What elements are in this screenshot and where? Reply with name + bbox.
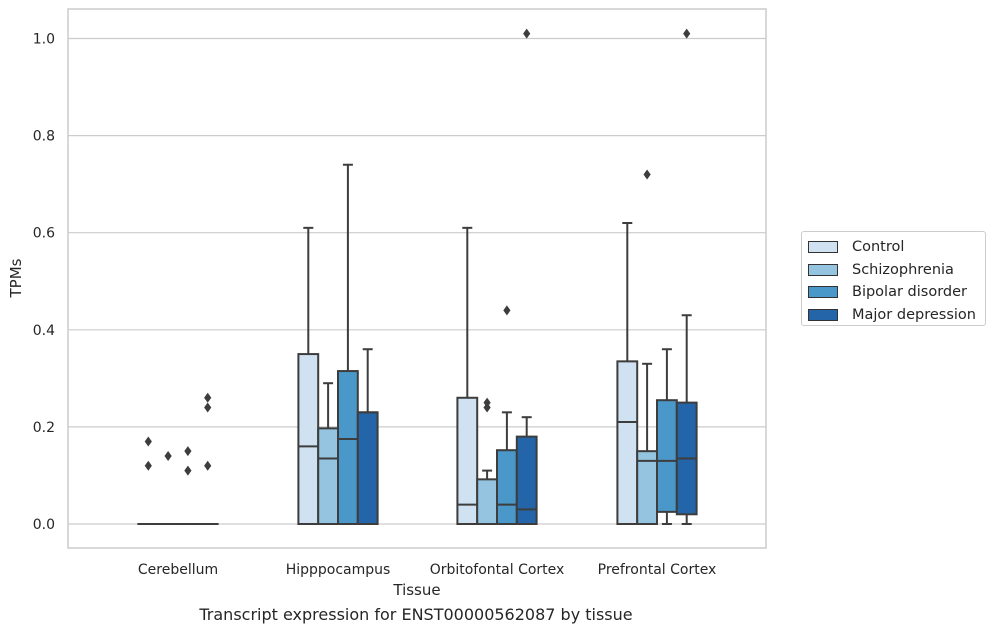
outlier-point xyxy=(144,460,152,471)
box-body xyxy=(476,478,499,526)
x-tick-label: Cerebellum xyxy=(138,562,218,578)
outlier-point xyxy=(204,392,212,403)
outlier-point xyxy=(683,28,691,39)
y-tick-label: 1.0 xyxy=(33,32,55,48)
outlier-point xyxy=(184,465,192,476)
box-body xyxy=(337,370,359,525)
legend-label-major-depression: Major depression xyxy=(852,306,976,323)
outlier-point xyxy=(523,28,531,39)
box-plot xyxy=(196,392,219,526)
y-tick-label: 0.0 xyxy=(33,517,55,533)
legend-label-schizophrenia: Schizophrenia xyxy=(852,261,954,278)
box-plot xyxy=(496,305,518,526)
outlier-point xyxy=(184,446,192,457)
box-plot xyxy=(656,348,678,525)
y-tick-label: 0.2 xyxy=(33,420,55,436)
box-plot xyxy=(137,436,160,526)
legend-swatch-major-depression xyxy=(808,308,838,321)
outlier-point xyxy=(164,451,172,462)
chart-caption: Transcript expression for ENST0000056208… xyxy=(199,605,633,624)
box-plot xyxy=(515,28,538,525)
x-axis-ticks: Cerebellum Hipppocampus Orbitofontal Corte… xyxy=(138,562,716,578)
legend-label-control: Control xyxy=(852,239,905,256)
box-plot xyxy=(337,163,359,525)
outlier-point xyxy=(503,305,511,316)
legend-swatch-bipolar-disorder xyxy=(808,286,838,299)
legend-item-control: Control xyxy=(808,236,985,259)
box-plots xyxy=(137,28,698,526)
outlier-point xyxy=(204,402,212,413)
box-body xyxy=(636,450,659,525)
box-plot xyxy=(616,221,639,526)
box-body xyxy=(356,411,379,525)
legend-label-bipolar-disorder: Bipolar disorder xyxy=(852,284,967,301)
x-tick-label: Hipppocampus xyxy=(286,562,391,578)
outlier-point xyxy=(144,436,152,447)
y-axis-ticks: 0.0 0.2 0.4 0.6 0.8 1.0 xyxy=(33,32,55,534)
box-body xyxy=(317,427,340,526)
box-body xyxy=(456,396,479,525)
y-tick-label: 0.8 xyxy=(33,129,55,145)
box-body xyxy=(297,353,320,526)
box-plot xyxy=(456,226,479,525)
legend-swatch-control xyxy=(808,241,838,254)
x-axis-title: Tissue xyxy=(392,581,440,599)
legend-item-bipolar-disorder: Bipolar disorder xyxy=(808,281,985,304)
box-plot xyxy=(675,28,698,525)
box-body xyxy=(616,360,639,526)
y-axis-title: TPMs xyxy=(7,258,25,298)
y-tick-label: 0.4 xyxy=(33,323,55,339)
box-body xyxy=(656,399,678,513)
y-tick-label: 0.6 xyxy=(33,226,55,242)
outlier-point xyxy=(643,169,651,180)
outlier-point xyxy=(204,460,212,471)
box-plot xyxy=(356,348,379,525)
outlier-point xyxy=(483,402,491,413)
legend: Control Schizophrenia Bipolar disorder M… xyxy=(801,231,986,326)
x-tick-label: Prefrontal Cortex xyxy=(598,562,717,578)
legend-item-major-depression: Major depression xyxy=(808,304,985,327)
box-plot xyxy=(177,446,199,526)
box-body xyxy=(515,435,538,525)
legend-swatch-schizophrenia xyxy=(808,263,838,276)
legend-item-schizophrenia: Schizophrenia xyxy=(808,259,985,282)
x-tick-label: Orbitofontal Cortex xyxy=(430,562,565,578)
box-body xyxy=(496,449,518,526)
